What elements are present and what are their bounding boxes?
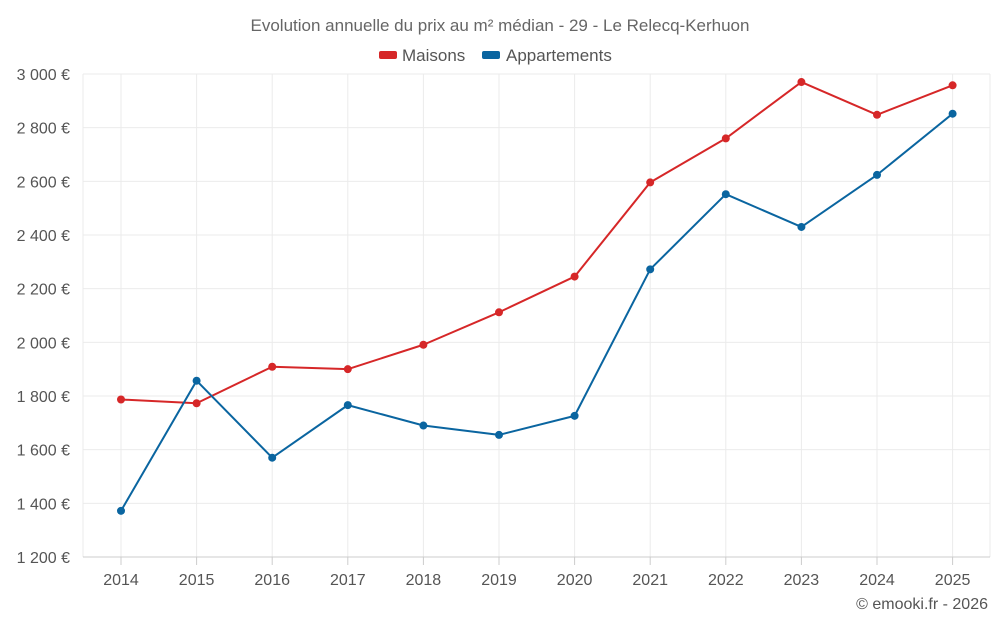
legend-swatch-maisons <box>379 51 397 59</box>
x-gridlines <box>82 74 991 557</box>
y-tick-label: 2 400 € <box>17 228 70 245</box>
data-point-maisons <box>419 340 428 349</box>
data-point-maisons <box>797 78 806 87</box>
data-point-appartements <box>570 411 579 420</box>
y-tick-label: 1 600 € <box>17 443 70 460</box>
x-tick-label: 2020 <box>557 572 593 589</box>
legend-item-appartements: Appartements <box>482 46 612 65</box>
data-point-appartements <box>192 376 201 385</box>
data-point-maisons <box>721 134 730 143</box>
x-tick-label: 2014 <box>103 572 139 589</box>
credit-text: © emooki.fr - 2026 <box>856 596 988 613</box>
data-point-maisons <box>646 178 655 187</box>
x-axis-ticks: 2014 2015 2016 2017 2018 2019 2020 2021 2022 2023… <box>103 557 970 589</box>
x-tick-label: 2021 <box>632 572 668 589</box>
data-point-appartements <box>721 190 730 199</box>
x-tick-label: 2015 <box>179 572 215 589</box>
data-point-appartements <box>117 506 125 515</box>
data-point-appartements <box>268 453 277 462</box>
series-maisons <box>117 78 957 408</box>
x-tick-label: 2017 <box>330 572 366 589</box>
legend-label-maisons: Maisons <box>402 46 465 65</box>
data-point-appartements <box>343 401 352 410</box>
x-tick-label: 2019 <box>481 572 517 589</box>
y-tick-label: 1 800 € <box>17 389 70 406</box>
y-gridlines <box>83 73 990 558</box>
data-point-appartements <box>873 170 881 179</box>
y-tick-label: 2 600 € <box>17 174 70 191</box>
data-point-appartements <box>646 265 655 274</box>
series-group <box>117 78 957 515</box>
legend: Maisons Appartements <box>379 46 612 65</box>
data-point-maisons <box>268 362 277 371</box>
data-point-maisons <box>570 272 579 281</box>
y-tick-label: 1 200 € <box>17 550 70 567</box>
data-point-maisons <box>192 399 201 408</box>
data-point-maisons <box>117 395 125 404</box>
x-tick-label: 2023 <box>784 572 820 589</box>
x-tick-label: 2025 <box>935 572 971 589</box>
data-point-appartements <box>495 430 503 439</box>
data-point-appartements <box>797 222 806 231</box>
x-tick-label: 2024 <box>859 572 895 589</box>
series-appartements <box>117 109 957 515</box>
data-point-appartements <box>948 109 957 118</box>
x-tick-label: 2016 <box>254 572 290 589</box>
y-tick-label: 2 800 € <box>17 121 70 138</box>
chart-title: Evolution annuelle du prix au m² médian … <box>251 16 750 35</box>
series-line-maisons <box>120 81 953 405</box>
data-point-maisons <box>873 110 881 119</box>
y-tick-label: 2 200 € <box>17 282 70 299</box>
legend-item-maisons: Maisons <box>379 46 465 65</box>
y-tick-label: 1 400 € <box>17 496 70 513</box>
data-point-appartements <box>419 421 428 430</box>
data-point-maisons <box>343 365 352 374</box>
series-line-appartements <box>120 112 954 512</box>
y-axis-ticks: 1 200 € 1 400 € 1 600 € 1 800 € 2 000 € 2 200… <box>17 67 70 567</box>
y-tick-label: 2 000 € <box>17 335 70 352</box>
y-tick-label: 3 000 € <box>17 67 70 84</box>
data-point-maisons <box>495 308 503 317</box>
data-point-maisons <box>948 81 957 90</box>
x-tick-label: 2022 <box>708 572 744 589</box>
legend-label-appartements: Appartements <box>506 46 612 65</box>
x-tick-label: 2018 <box>406 572 442 589</box>
legend-swatch-appartements <box>482 51 500 59</box>
